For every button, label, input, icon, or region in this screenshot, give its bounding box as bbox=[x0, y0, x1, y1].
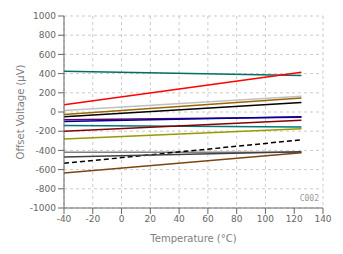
svg-text:120: 120 bbox=[286, 214, 303, 224]
svg-text:0: 0 bbox=[50, 107, 56, 117]
svg-text:0: 0 bbox=[119, 214, 125, 224]
svg-text:100: 100 bbox=[257, 214, 274, 224]
svg-text:200: 200 bbox=[39, 88, 56, 98]
html-text:C002: C002 bbox=[299, 194, 319, 203]
svg-text:-40: -40 bbox=[57, 214, 72, 224]
svg-text:40: 40 bbox=[173, 214, 185, 224]
svg-text:-600: -600 bbox=[36, 165, 57, 175]
svg-text:800: 800 bbox=[39, 30, 56, 40]
svg-text:Offset Voltage (µV): Offset Voltage (µV) bbox=[15, 64, 26, 159]
svg-text:-1000: -1000 bbox=[30, 203, 56, 213]
svg-text:-20: -20 bbox=[85, 214, 100, 224]
svg-text:-400: -400 bbox=[36, 146, 57, 156]
svg-text:20: 20 bbox=[145, 214, 157, 224]
svg-text:60: 60 bbox=[202, 214, 214, 224]
svg-text:-200: -200 bbox=[36, 126, 57, 136]
svg-text:Temperature (°C): Temperature (°C) bbox=[149, 233, 236, 244]
svg-text:1000: 1000 bbox=[33, 11, 56, 21]
svg-text:400: 400 bbox=[39, 69, 56, 79]
svg-text:140: 140 bbox=[314, 214, 331, 224]
svg-text:80: 80 bbox=[231, 214, 243, 224]
svg-text:600: 600 bbox=[39, 50, 56, 60]
svg-text:-800: -800 bbox=[36, 184, 57, 194]
